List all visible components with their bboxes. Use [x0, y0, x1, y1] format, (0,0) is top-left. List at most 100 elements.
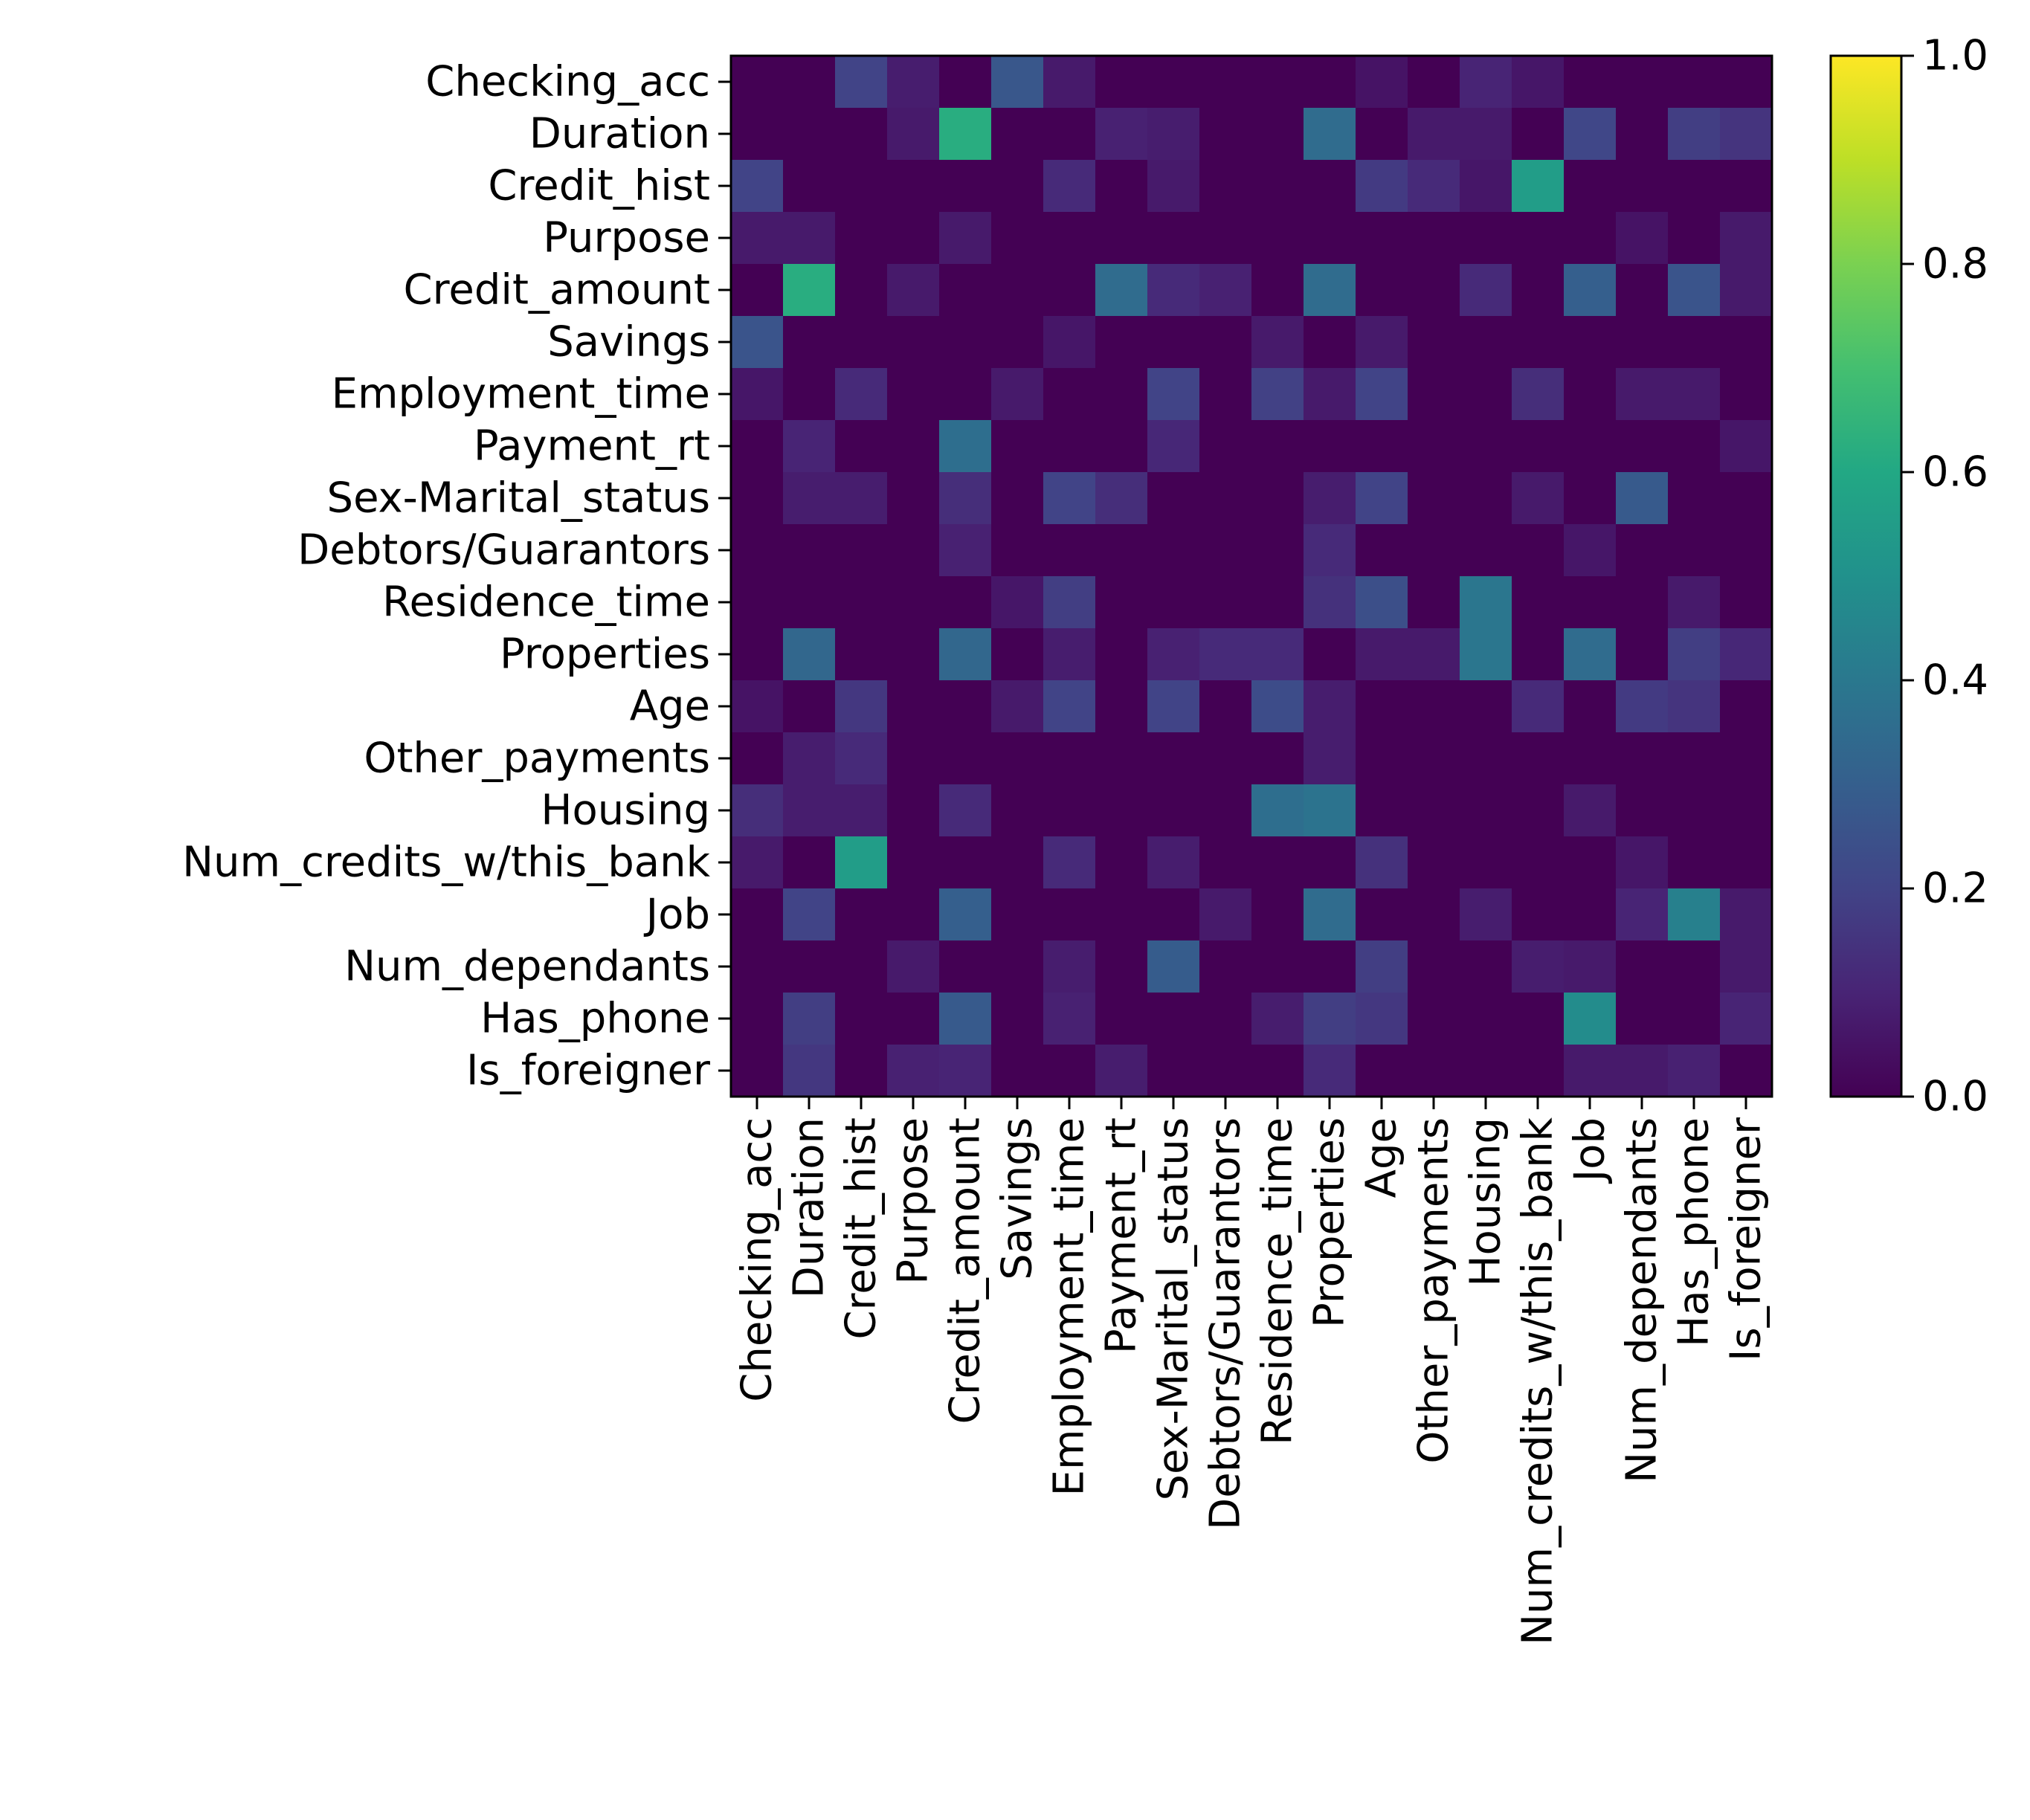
heatmap-cell: [783, 524, 836, 577]
heatmap-cell: [991, 160, 1044, 213]
heatmap-cell: [1460, 420, 1512, 473]
heatmap-cell: [1304, 784, 1356, 837]
x-tick-label: Job: [1566, 1117, 1614, 1184]
heatmap-cell: [783, 1045, 836, 1097]
x-tick-label: Checking_acc: [733, 1117, 782, 1402]
heatmap-cell: [991, 993, 1044, 1045]
heatmap-cell: [1564, 420, 1617, 473]
heatmap-cell: [1408, 784, 1460, 837]
heatmap-cell: [1304, 160, 1356, 213]
heatmap-cell: [1356, 56, 1408, 109]
heatmap-cell: [1199, 368, 1252, 421]
heatmap-cell: [1199, 784, 1252, 837]
heatmap-cell: [1199, 1045, 1252, 1097]
heatmap-cell: [1147, 576, 1200, 629]
heatmap-cell: [1460, 940, 1512, 993]
heatmap-cell: [1147, 160, 1200, 213]
heatmap-cell: [1564, 368, 1617, 421]
heatmap-cell: [887, 160, 940, 213]
y-axis: Checking_accDurationCredit_histPurposeCr…: [182, 58, 731, 1095]
heatmap-cell: [1304, 993, 1356, 1045]
heatmap-cell: [1043, 1045, 1096, 1097]
colorbar-gradient: [1831, 56, 1901, 1097]
y-tick-label: Num_dependants: [344, 943, 710, 991]
heatmap-cell: [1616, 368, 1669, 421]
x-tick-label: Num_dependants: [1618, 1117, 1666, 1483]
y-tick-label: Savings: [547, 318, 710, 367]
heatmap-cell: [783, 993, 836, 1045]
heatmap-cell: [835, 524, 888, 577]
heatmap-cell: [783, 472, 836, 525]
heatmap-cell: [1720, 368, 1773, 421]
heatmap-cell: [835, 940, 888, 993]
y-tick-label: Payment_rt: [474, 422, 710, 471]
heatmap-cell: [1512, 940, 1565, 993]
heatmap-cell: [1564, 160, 1617, 213]
heatmap-cell: [1043, 264, 1096, 317]
heatmap-cell: [1095, 680, 1148, 733]
heatmap-cell: [1043, 680, 1096, 733]
heatmap-cell: [1616, 108, 1669, 161]
heatmap-cell: [731, 108, 784, 161]
heatmap-cell: [939, 108, 992, 161]
heatmap-cell: [1147, 680, 1200, 733]
heatmap-cell: [835, 680, 888, 733]
heatmap-cell: [835, 888, 888, 941]
heatmap-cell: [1616, 524, 1669, 577]
heatmap-cell: [991, 524, 1044, 577]
heatmap-cell: [1460, 264, 1512, 317]
heatmap-cell: [1408, 472, 1460, 525]
x-tick-label: Duration: [785, 1117, 834, 1298]
x-tick-label: Num_credits_w/this_bank: [1514, 1117, 1562, 1645]
heatmap-cell: [1720, 628, 1773, 681]
heatmap-cell: [1095, 160, 1148, 213]
heatmap-cell: [731, 993, 784, 1045]
heatmap-cell: [1356, 680, 1408, 733]
heatmap-cell: [939, 732, 992, 785]
y-tick-label: Num_credits_w/this_bank: [182, 839, 710, 887]
heatmap-cell: [1460, 836, 1512, 889]
heatmap-cell: [1408, 940, 1460, 993]
heatmap-cell: [1408, 212, 1460, 265]
x-tick-label: Has_phone: [1670, 1117, 1718, 1347]
heatmap-cell: [1095, 732, 1148, 785]
heatmap-cell: [887, 56, 940, 109]
heatmap-cell: [1720, 212, 1773, 265]
x-tick-label: Savings: [993, 1117, 1042, 1280]
heatmap-cell: [1356, 576, 1408, 629]
heatmap-cell: [1356, 108, 1408, 161]
heatmap-cell: [1460, 108, 1512, 161]
heatmap-cell: [1304, 836, 1356, 889]
heatmap-cell: [1199, 108, 1252, 161]
heatmap-cell: [887, 732, 940, 785]
heatmap-cell: [1616, 1045, 1669, 1097]
heatmap-cell: [887, 212, 940, 265]
heatmap-cell: [1668, 56, 1721, 109]
heatmap-cell: [731, 940, 784, 993]
heatmap-cell: [1147, 732, 1200, 785]
heatmap-cell: [1564, 784, 1617, 837]
heatmap-cell: [1304, 316, 1356, 369]
heatmap-cell: [1304, 888, 1356, 941]
x-tick-label: Payment_rt: [1098, 1117, 1146, 1354]
heatmap-cell: [1147, 1045, 1200, 1097]
heatmap-cell: [783, 160, 836, 213]
heatmap-cell: [1043, 56, 1096, 109]
heatmap-cell: [1512, 576, 1565, 629]
heatmap-cell: [1720, 264, 1773, 317]
heatmap-cell: [1251, 836, 1304, 889]
heatmap-cell: [1043, 836, 1096, 889]
heatmap-cell: [887, 316, 940, 369]
heatmap-cell: [1460, 472, 1512, 525]
heatmap-cell: [1720, 836, 1773, 889]
heatmap-cell: [1668, 784, 1721, 837]
heatmap-cell: [1616, 940, 1669, 993]
heatmap-cell: [731, 368, 784, 421]
heatmap-cell: [1564, 212, 1617, 265]
x-axis: Checking_acc Duration Credit_hist Purpose Cr…: [733, 1097, 1770, 1645]
heatmap-cell: [835, 420, 888, 473]
heatmap-cell: [1199, 160, 1252, 213]
heatmap-cell: [1043, 472, 1096, 525]
heatmap-cell: [1408, 628, 1460, 681]
heatmap-cell: [1668, 316, 1721, 369]
